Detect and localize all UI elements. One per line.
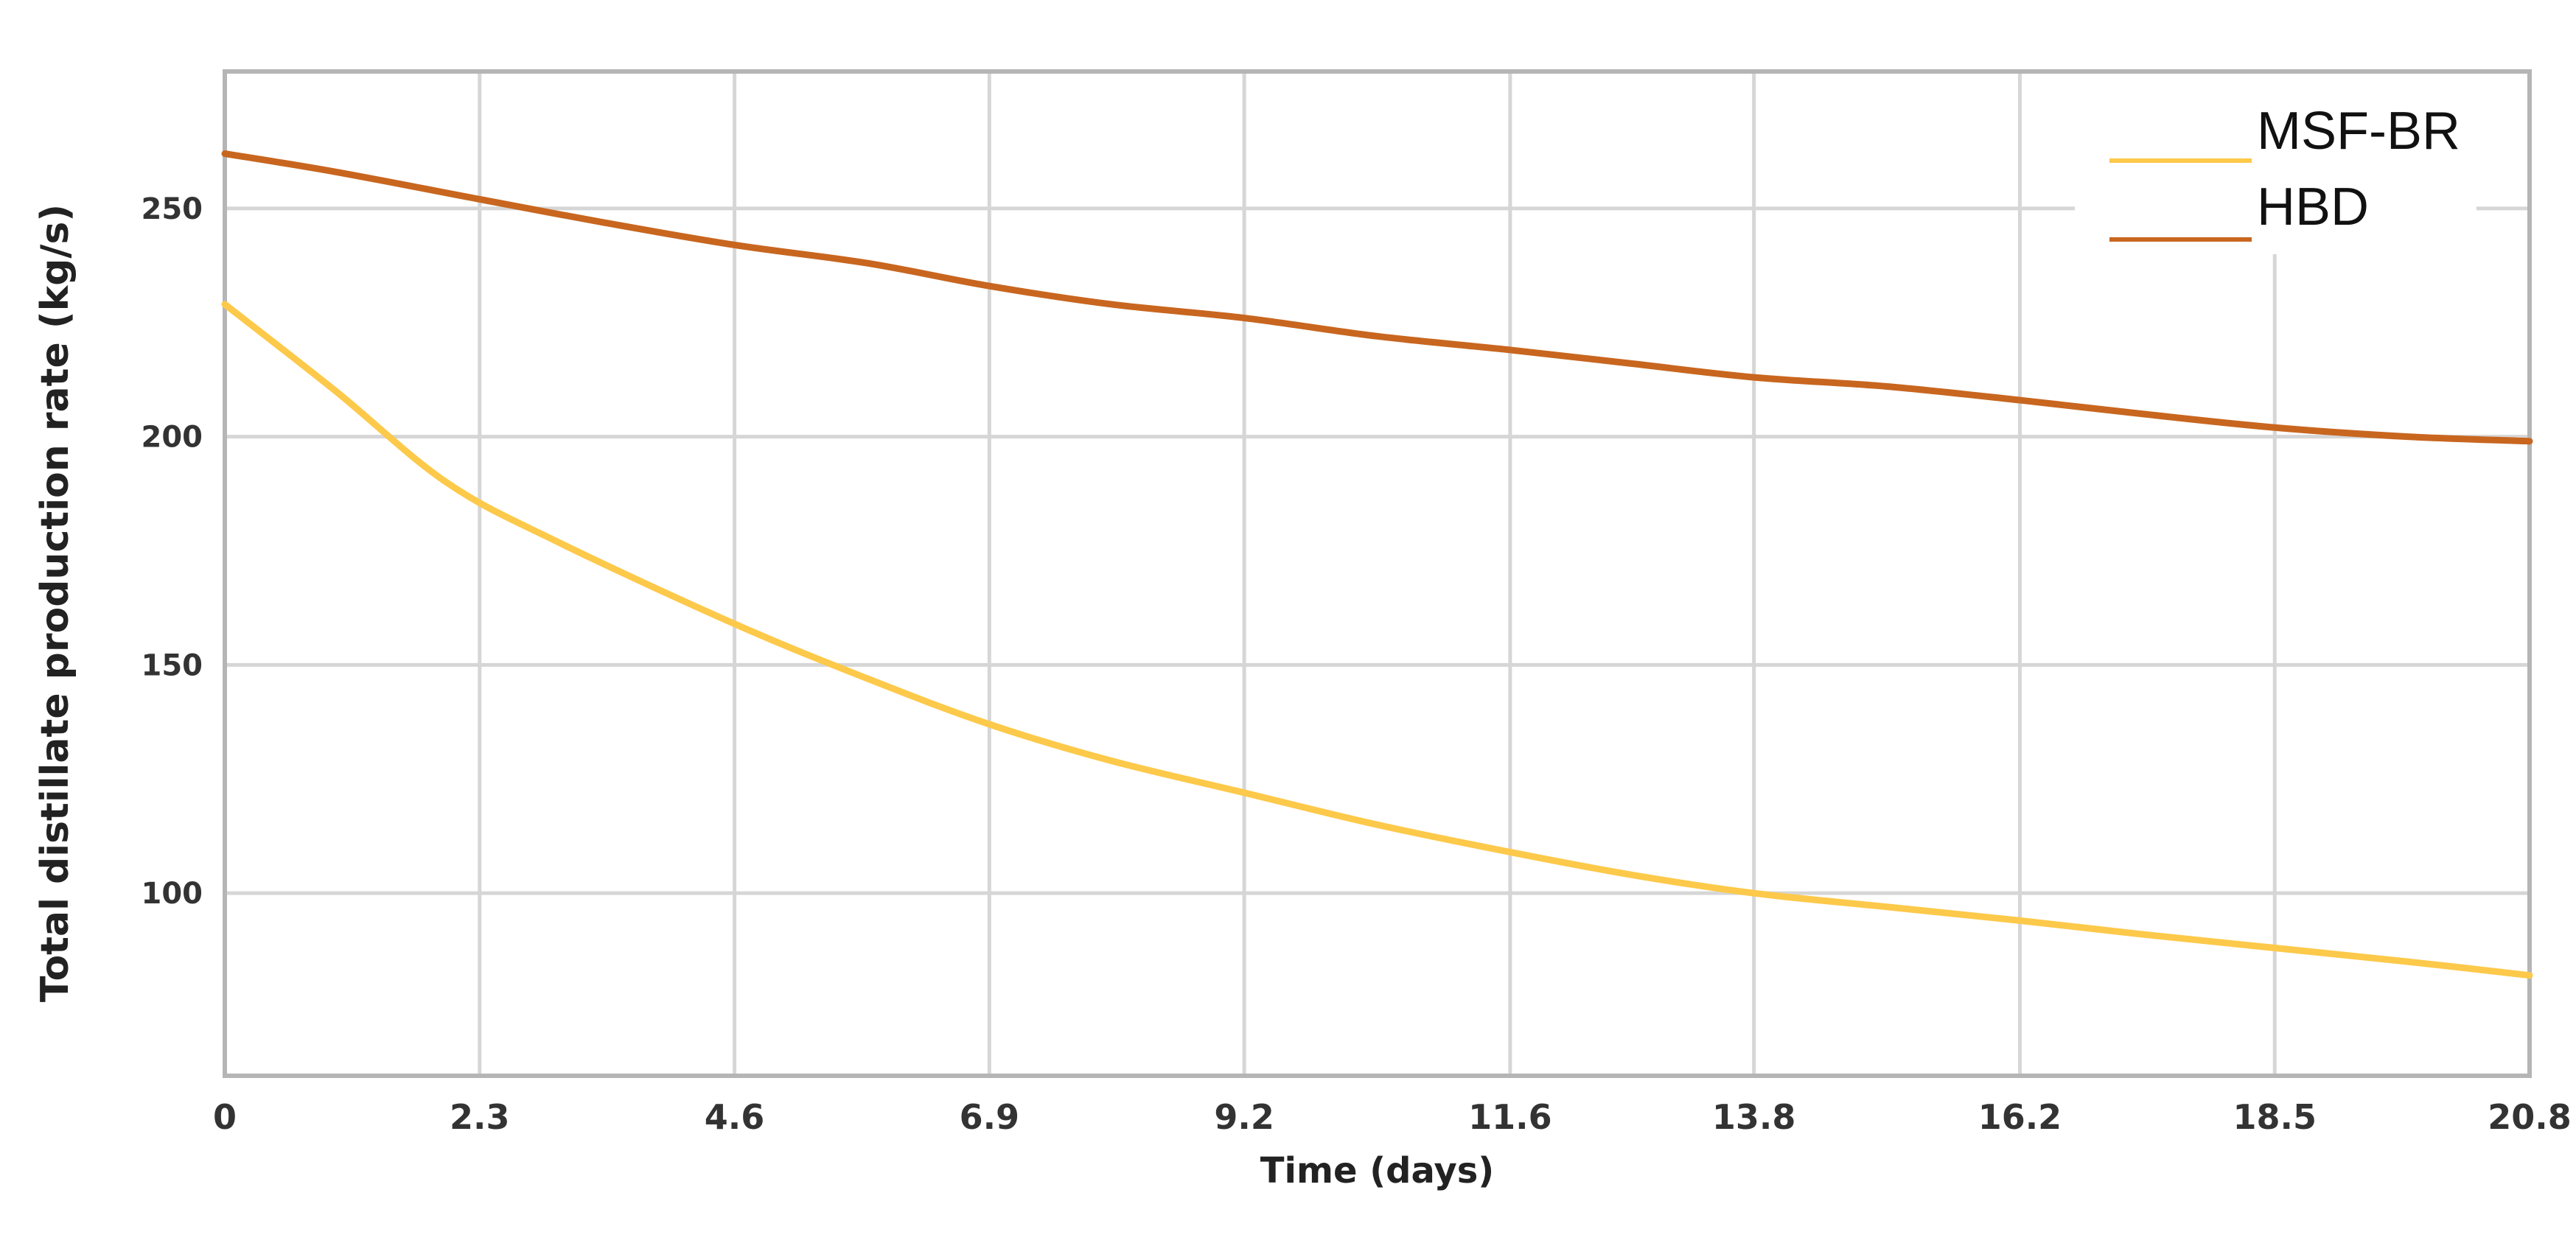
x-tick-label: 18.5 bbox=[2233, 1097, 2317, 1137]
x-tick-label: 6.9 bbox=[960, 1097, 1020, 1137]
x-tick-label: 16.2 bbox=[1978, 1097, 2062, 1137]
plot-frame bbox=[223, 69, 2532, 1078]
legend-box bbox=[2075, 74, 2476, 254]
x-tick-label: 2.3 bbox=[450, 1097, 510, 1137]
series-layer bbox=[221, 150, 2533, 979]
legend-label-msf-br: MSF-BR bbox=[2257, 102, 2460, 161]
legend-label-hbd: HBD bbox=[2257, 178, 2369, 237]
x-tick-labels: 0 2.3 4.6 6.9 9.2 11.6 13.8 16.2 18.5 20.8 bbox=[213, 1097, 2572, 1137]
x-axis-title: Time (days) bbox=[1260, 1150, 1494, 1191]
y-tick-label: 250 bbox=[142, 192, 203, 226]
x-tick-label: 13.8 bbox=[1712, 1097, 1796, 1137]
series-line-msf-br bbox=[221, 301, 2533, 979]
legend: MSF-BR HBD bbox=[2075, 74, 2476, 254]
y-tick-label: 100 bbox=[142, 877, 203, 911]
y-tick-labels: 100 150 200 250 bbox=[142, 192, 203, 911]
y-tick-label: 200 bbox=[142, 421, 203, 455]
series-line-hbd bbox=[221, 150, 2533, 445]
x-tick-label: 0 bbox=[213, 1097, 237, 1137]
x-tick-label: 9.2 bbox=[1214, 1097, 1274, 1137]
x-tick-label: 20.8 bbox=[2488, 1097, 2572, 1137]
y-tick-label: 150 bbox=[142, 648, 203, 682]
y-axis-title: Total distillate production rate (kg/s) bbox=[33, 204, 77, 1002]
x-tick-label: 11.6 bbox=[1468, 1097, 1552, 1137]
x-tick-label: 4.6 bbox=[705, 1097, 765, 1137]
